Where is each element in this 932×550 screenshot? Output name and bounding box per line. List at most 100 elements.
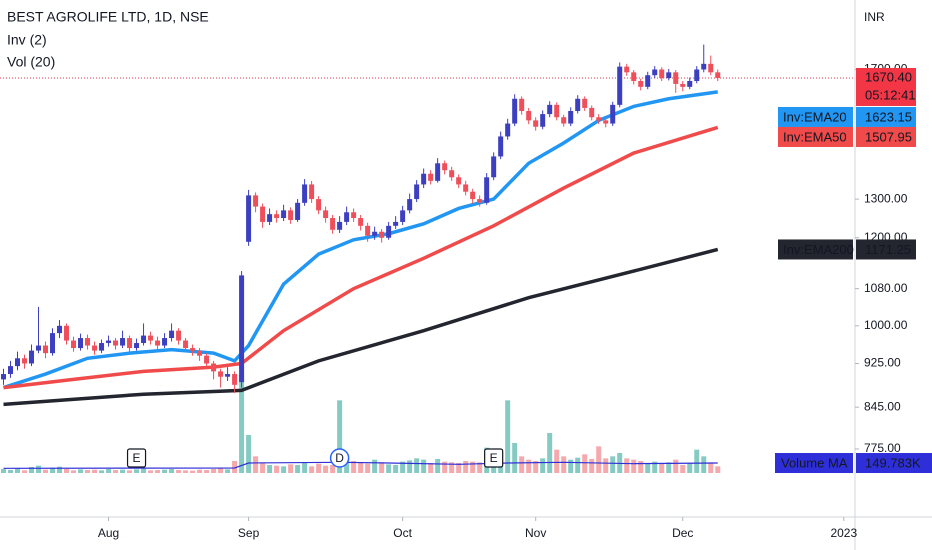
candle-body xyxy=(386,225,392,238)
candle-body xyxy=(169,330,175,339)
volume-bar xyxy=(330,465,336,473)
volume-bar xyxy=(36,465,42,473)
candle-body xyxy=(701,63,707,70)
volume-bar xyxy=(421,459,427,473)
volume-bar xyxy=(309,466,315,473)
candle-body xyxy=(344,212,350,222)
volume-bar xyxy=(85,470,91,473)
candle-body xyxy=(484,177,490,203)
volume-bar xyxy=(169,469,175,473)
ema-line xyxy=(3,247,719,407)
candle-body xyxy=(554,104,560,118)
volume-bar xyxy=(673,459,679,473)
candle-body xyxy=(302,184,308,203)
volume-bar xyxy=(358,463,364,473)
candle-body xyxy=(351,212,357,219)
candle-body xyxy=(540,114,546,127)
x-tick-label: Oct xyxy=(393,526,412,540)
line-tag-name: Inv:EMA20 xyxy=(783,109,847,124)
candle-body xyxy=(29,350,35,364)
volume-bar xyxy=(57,466,63,473)
volume-bar xyxy=(659,463,665,473)
volume-bar xyxy=(470,461,476,473)
volume-bar xyxy=(533,461,539,473)
volume-bar xyxy=(288,464,294,473)
candle-body xyxy=(155,340,161,346)
candle-body xyxy=(148,335,154,341)
y-tick-label: 1000.00 xyxy=(864,318,908,332)
volume-bar xyxy=(274,465,280,473)
candle-body xyxy=(50,333,56,354)
volume-bar xyxy=(554,449,560,473)
overlay: BEST AGROLIFE LTD, 1D, NSE Inv (2) Vol (… xyxy=(7,9,932,474)
candle-body xyxy=(253,195,259,207)
candle-body xyxy=(575,98,581,112)
volume-bar xyxy=(365,463,371,473)
volume-bar xyxy=(253,456,259,473)
candle-body xyxy=(526,111,532,121)
candle-body xyxy=(617,66,623,105)
volume-bar xyxy=(43,469,49,473)
legend-item: Vol (20) xyxy=(7,54,55,70)
volume-bar xyxy=(50,467,56,473)
candle-body xyxy=(428,173,434,181)
line-tag-value: 149.783K xyxy=(865,455,921,470)
event-label: E xyxy=(490,451,498,465)
candle-body xyxy=(393,221,399,226)
volume-bar xyxy=(428,463,434,473)
volume-bar xyxy=(624,458,630,473)
candle-body xyxy=(512,98,518,124)
candle-body xyxy=(463,184,469,192)
candle-body xyxy=(15,358,21,367)
candle-body xyxy=(232,374,238,385)
candle-body xyxy=(183,340,189,349)
candle-body xyxy=(519,98,525,112)
volume-bar xyxy=(680,465,686,473)
volume-bar xyxy=(64,469,70,473)
line-tag-value: 1171.25 xyxy=(865,242,911,257)
volume-bar xyxy=(575,457,581,473)
volume-bar xyxy=(463,461,469,473)
volume-bar xyxy=(211,469,217,473)
x-tick-label: Sep xyxy=(238,526,260,540)
candle-body xyxy=(568,111,574,124)
volume-bar xyxy=(400,461,406,473)
volume-bar xyxy=(281,466,287,473)
candle-body xyxy=(92,345,98,351)
volume-bar xyxy=(127,470,133,473)
volume-bar xyxy=(71,470,77,473)
volume-bar xyxy=(603,458,609,473)
volume-bar xyxy=(1,469,7,473)
candle-body xyxy=(442,163,448,171)
candle-body xyxy=(211,363,217,372)
candle-body xyxy=(204,355,210,364)
candle-body xyxy=(449,170,455,178)
candle-body xyxy=(372,231,378,236)
candle-body xyxy=(267,214,273,222)
volume-bar xyxy=(645,463,651,473)
line-tag-name-bg xyxy=(775,453,853,474)
line-tag-name-bg xyxy=(778,106,853,127)
volume-bar xyxy=(267,465,273,473)
candle-body xyxy=(673,72,679,84)
candle-body xyxy=(652,69,658,76)
candle-body xyxy=(666,72,672,79)
candle-body xyxy=(323,210,329,219)
event-marker xyxy=(126,448,147,468)
volume-bar xyxy=(22,470,28,473)
candle-body xyxy=(680,83,686,87)
volume-bar xyxy=(512,443,518,473)
candle-body xyxy=(260,206,266,222)
price-tag-value: 1670.40 xyxy=(865,69,912,84)
line-tag-name: Inv:EMA50 xyxy=(783,129,847,144)
line-tag-name-bg xyxy=(778,239,853,260)
candle-body xyxy=(400,210,406,222)
candle-body xyxy=(316,199,322,211)
line-tag-value: 1507.95 xyxy=(865,129,912,144)
line-tag-name: Inv:EMA200 xyxy=(783,242,854,257)
candle-body xyxy=(64,325,70,341)
volume-bar xyxy=(113,470,119,473)
candle-body xyxy=(43,345,49,354)
volume-bar xyxy=(638,461,644,473)
candle-body xyxy=(127,338,133,349)
